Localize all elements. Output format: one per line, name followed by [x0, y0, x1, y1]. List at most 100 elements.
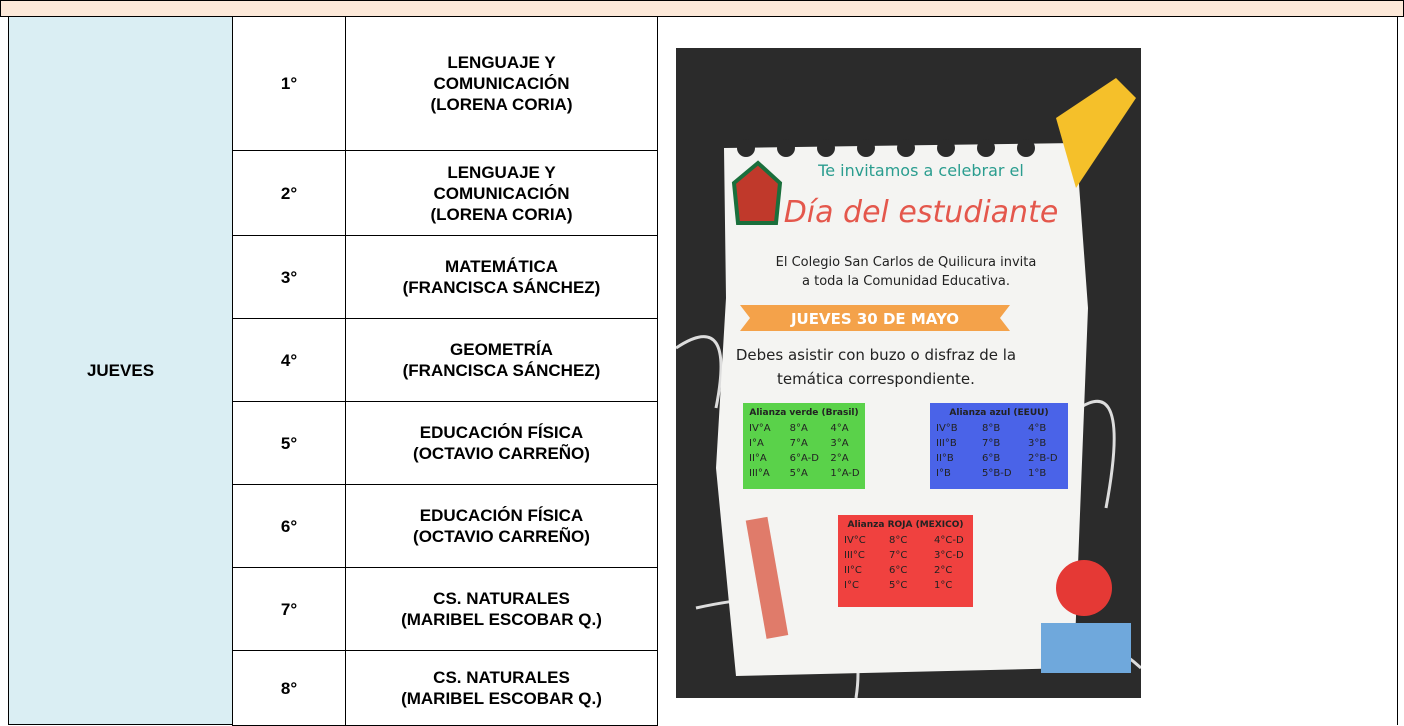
subject-cell: GEOMETRÍA (FRANCISCA SÁNCHEZ)	[345, 318, 658, 402]
subject-cell: EDUCACIÓN FÍSICA (OCTAVIO CARREÑO)	[345, 484, 658, 568]
period-cell: 7°	[232, 567, 346, 651]
subject-line: (FRANCISCA SÁNCHEZ)	[402, 361, 601, 380]
subject-line: CS. NATURALES	[433, 668, 570, 687]
alliance-class: 3°B	[1028, 438, 1046, 449]
subject-line: (FRANCISCA SÁNCHEZ)	[402, 278, 601, 297]
day-cell: JUEVES	[8, 16, 233, 725]
alliance-class: I°C	[844, 580, 859, 591]
dress-line: Debes asistir con buzo o disfraz de la	[736, 346, 1016, 364]
period: 7°	[280, 599, 298, 619]
subject-line: (MARIBEL ESCOBAR Q.)	[401, 689, 602, 708]
period: 8°	[280, 678, 298, 698]
alliance-class: 2°A	[830, 453, 848, 464]
subject-line: CS. NATURALES	[433, 589, 570, 608]
alliance-class: 8°A	[790, 423, 808, 434]
apple	[1056, 560, 1112, 616]
date-banner	[740, 305, 1010, 331]
alliance-class: 6°C	[889, 565, 907, 576]
alliance-name: Alianza verde (Brasil)	[749, 408, 858, 418]
alliance-class: 8°B	[982, 423, 1000, 434]
period-cell: 3°	[232, 235, 346, 319]
alliance-class: IV°C	[844, 535, 866, 546]
header-band	[0, 0, 1404, 17]
body-line: a toda la Comunidad Educativa.	[802, 274, 1010, 289]
period-cell: 6°	[232, 484, 346, 568]
subject-line: (OCTAVIO CARREÑO)	[413, 527, 590, 546]
subject-line: EDUCACIÓN FÍSICA	[419, 423, 584, 442]
alliance-class: III°C	[844, 550, 865, 561]
subject-line: (MARIBEL ESCOBAR Q.)	[401, 610, 602, 629]
poster: Te invitamos a celebrar el Día del estud…	[676, 48, 1141, 698]
alliance-class: 2°C	[934, 565, 952, 576]
subject-cell: LENGUAJE Y COMUNICACIÓN (LORENA CORIA)	[345, 16, 658, 151]
period-cell: 1°	[232, 16, 346, 151]
alliance-class: 2°B-D	[1028, 453, 1058, 464]
subject-line: (LORENA CORIA)	[430, 204, 573, 224]
period: 1°	[280, 74, 298, 93]
subject-line: EDUCACIÓN FÍSICA	[419, 506, 584, 525]
alliance-class: 7°A	[790, 438, 808, 449]
period: 3°	[280, 267, 298, 287]
alliances: Alianza verde (Brasil) IV°A 8°A 4°A I°A 7°A 3°…	[743, 403, 1068, 607]
alliance-name: Alianza azul (EEUU)	[949, 408, 1048, 418]
alliance-name: Alianza ROJA (MEXICO)	[848, 520, 964, 530]
alliance-class: III°A	[749, 468, 770, 479]
alliance-class: 1°C	[934, 580, 952, 591]
subject-line: LENGUAJE Y	[447, 53, 556, 72]
alliance-class: 8°C	[889, 535, 907, 546]
period-cell: 5°	[232, 401, 346, 485]
body: El Colegio San Carlos de Quilicura invit…	[736, 255, 1037, 388]
alliance-class: III°B	[936, 438, 957, 449]
alliance-class: 3°C-D	[934, 550, 964, 561]
period-cell: 2°	[232, 150, 346, 236]
alliance-box	[838, 515, 973, 607]
chalk-scribbles	[676, 335, 1141, 698]
alliance-class: II°A	[749, 453, 767, 464]
subject-cell: EDUCACIÓN FÍSICA (OCTAVIO CARREÑO)	[345, 401, 658, 485]
poster-title: Día del estudiante	[784, 195, 1059, 230]
subject-line: (LORENA CORIA)	[430, 95, 573, 114]
alliance-class: 6°B	[982, 453, 1000, 464]
alliance-class: II°B	[936, 453, 954, 464]
alliance-class: IV°B	[936, 423, 958, 434]
alliance-class: 5°B-D	[982, 468, 1012, 479]
alliance-class: 4°C-D	[934, 535, 964, 546]
brush	[745, 516, 789, 639]
period: 2°	[280, 183, 298, 203]
alliance-class: 7°C	[889, 550, 907, 561]
subject-line: COMUNICACIÓN	[433, 183, 570, 203]
invite: Te invitamos a celebrar el	[817, 161, 1024, 180]
alliance-class: 4°B	[1028, 423, 1046, 434]
period-cell: 4°	[232, 318, 346, 402]
alliance-class: 1°B	[1028, 468, 1046, 479]
alliance-class: 5°A	[790, 468, 808, 479]
alliance-class: 7°B	[982, 438, 1000, 449]
day-label: JUEVES	[86, 361, 155, 380]
alliance-box	[743, 403, 865, 489]
subject-line: MATEMÁTICA	[445, 257, 558, 276]
alliance-class: 4°A	[830, 423, 848, 434]
subject-cell: MATEMÁTICA (FRANCISCA SÁNCHEZ)	[345, 235, 658, 319]
alliance-class: 3°A	[830, 438, 848, 449]
date: JUEVES 30 DE MAYO	[790, 310, 959, 328]
books	[1041, 623, 1131, 673]
subject-line: LENGUAJE Y	[447, 162, 556, 182]
subject-cell: CS. NATURALES (MARIBEL ESCOBAR Q.)	[345, 650, 658, 726]
alliance-class: II°C	[844, 565, 862, 576]
dress-line: temática correspondiente.	[777, 370, 975, 388]
subject-line: GEOMETRÍA	[450, 340, 553, 359]
alliance-box	[930, 403, 1068, 489]
period: 6°	[280, 516, 298, 536]
paper-holes	[737, 139, 1035, 157]
period: 4°	[280, 350, 298, 370]
pencil	[1056, 78, 1136, 188]
period: 5°	[280, 433, 298, 453]
alliance-class: 6°A-D	[790, 453, 820, 464]
paper	[716, 143, 1088, 676]
subject-line: (OCTAVIO CARREÑO)	[413, 444, 590, 463]
period-cell: 8°	[232, 650, 346, 726]
subject-line: COMUNICACIÓN	[433, 74, 570, 93]
alliance-class: I°B	[936, 468, 951, 479]
alliance-class: IV°A	[749, 423, 771, 434]
